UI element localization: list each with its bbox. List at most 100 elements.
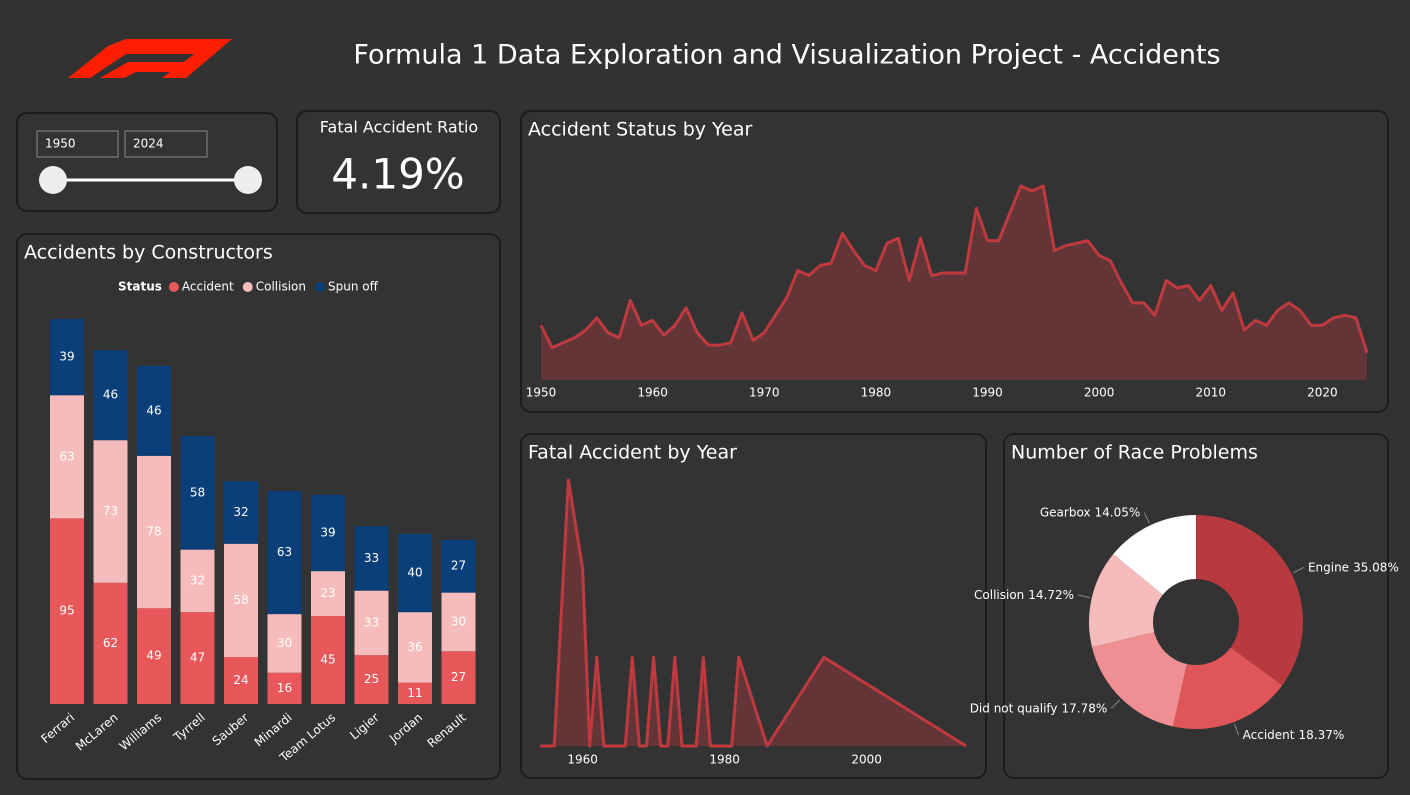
- bar-segment: [93, 350, 128, 441]
- bar-segment: [137, 455, 171, 609]
- bar-segment: [441, 592, 476, 652]
- slicer-panel: [16, 112, 278, 212]
- x-tick-label: 1960: [567, 753, 598, 767]
- slider-handle[interactable]: [39, 166, 67, 194]
- data-label: 24: [233, 673, 248, 687]
- leader-line: [1233, 723, 1240, 736]
- legend-label: Spun off: [328, 280, 379, 294]
- from-value: 1950: [45, 137, 76, 151]
- kpi-value: 4.19%: [331, 150, 464, 199]
- slice-category: Accident: [1243, 728, 1295, 742]
- x-tick-label: 1980: [709, 753, 740, 767]
- slice-category: Gearbox: [1040, 505, 1091, 519]
- leader-line: [1110, 699, 1121, 709]
- kpi-panel: [296, 110, 501, 214]
- bar-segment: [398, 612, 432, 683]
- data-label: 30: [451, 614, 466, 628]
- data-label: 23: [320, 586, 335, 600]
- data-label: 27: [451, 670, 466, 684]
- slice-value: 18.37%: [1299, 728, 1345, 742]
- bar-segment: [354, 590, 389, 656]
- legend-label: Accident: [182, 280, 234, 294]
- data-label: 39: [320, 525, 335, 539]
- slice: [1091, 632, 1187, 727]
- bar-segment: [267, 614, 302, 673]
- kpi-title: Fatal Accident Ratio: [320, 118, 478, 137]
- slice-value: 14.72%: [1028, 587, 1074, 601]
- data-label: 32: [190, 573, 205, 587]
- bar-segment: [137, 608, 171, 704]
- bar-segment: [180, 549, 215, 613]
- data-label: 30: [277, 636, 292, 650]
- data-label: 27: [451, 559, 466, 573]
- bar-segment: [398, 533, 432, 613]
- bar-segment: [224, 481, 258, 544]
- slice-label: Did not qualify 17.78%: [970, 701, 1108, 715]
- from-input[interactable]: [36, 130, 119, 158]
- x-tick-label: 1960: [637, 386, 668, 400]
- bar-segment: [311, 494, 345, 572]
- data-label: 36: [407, 640, 422, 654]
- bar-segment: [354, 526, 389, 591]
- bar-segment: [354, 655, 389, 704]
- page-title: Formula 1 Data Exploration and Visualiza…: [353, 40, 1220, 71]
- area-line: [539, 184, 1369, 354]
- bar-segment: [441, 651, 476, 704]
- bar-segment: [50, 319, 84, 396]
- data-label: 58: [233, 593, 248, 607]
- slice-value: 35.08%: [1353, 560, 1399, 574]
- data-label: 16: [277, 681, 292, 695]
- slice-category: Engine: [1308, 560, 1349, 574]
- data-label: 62: [103, 636, 118, 650]
- data-label: 40: [407, 566, 422, 580]
- bar-segment: [311, 571, 345, 617]
- leader-line: [1077, 594, 1090, 599]
- bar-segment: [180, 612, 215, 704]
- data-label: 25: [364, 672, 379, 686]
- leader-line: [1293, 566, 1305, 574]
- x-tick-label: 2020: [1307, 386, 1338, 400]
- f1-logo: [68, 39, 232, 78]
- chart-title: Number of Race Problems: [1011, 442, 1258, 464]
- data-label: 49: [146, 649, 161, 663]
- slice-value: 17.78%: [1062, 701, 1108, 715]
- x-tick-label: 1980: [861, 386, 892, 400]
- chart-title: Fatal Accident by Year: [528, 442, 737, 464]
- legend-label: Collision: [256, 280, 306, 294]
- slice: [1172, 647, 1283, 729]
- data-label: 73: [103, 504, 118, 518]
- panel: [520, 433, 987, 779]
- to-value: 2024: [133, 137, 164, 151]
- x-tick-label: 2000: [851, 753, 882, 767]
- data-label: 63: [59, 449, 74, 463]
- bar-segment: [311, 616, 345, 704]
- bar-segment: [180, 436, 215, 550]
- slice-label: Engine 35.08%: [1308, 560, 1399, 574]
- legend-marker: [168, 282, 179, 292]
- bar-segment: [441, 539, 476, 593]
- slice: [1089, 554, 1163, 648]
- x-tick-label: 1990: [972, 386, 1003, 400]
- data-label: 33: [364, 615, 379, 629]
- data-label: 78: [146, 525, 161, 539]
- data-label: 33: [364, 551, 379, 565]
- slice-category: Collision: [974, 587, 1024, 601]
- panel: [1003, 433, 1389, 779]
- data-label: 47: [190, 651, 205, 665]
- slider-handle[interactable]: [234, 166, 262, 194]
- area-fill: [541, 186, 1367, 380]
- data-label: 63: [277, 545, 292, 559]
- leader-line: [1143, 512, 1150, 524]
- to-input[interactable]: [124, 130, 208, 158]
- data-label: 46: [103, 388, 118, 402]
- bar-segment: [267, 672, 302, 704]
- bar-segment: [398, 682, 432, 704]
- slice-label: Gearbox 14.05%: [1040, 505, 1140, 519]
- data-label: 45: [320, 653, 335, 667]
- data-label: 46: [146, 403, 161, 417]
- slice: [1113, 515, 1196, 595]
- chart-title: Accidents by Constructors: [24, 242, 273, 264]
- legend-marker: [315, 282, 326, 292]
- data-label: 58: [190, 485, 205, 499]
